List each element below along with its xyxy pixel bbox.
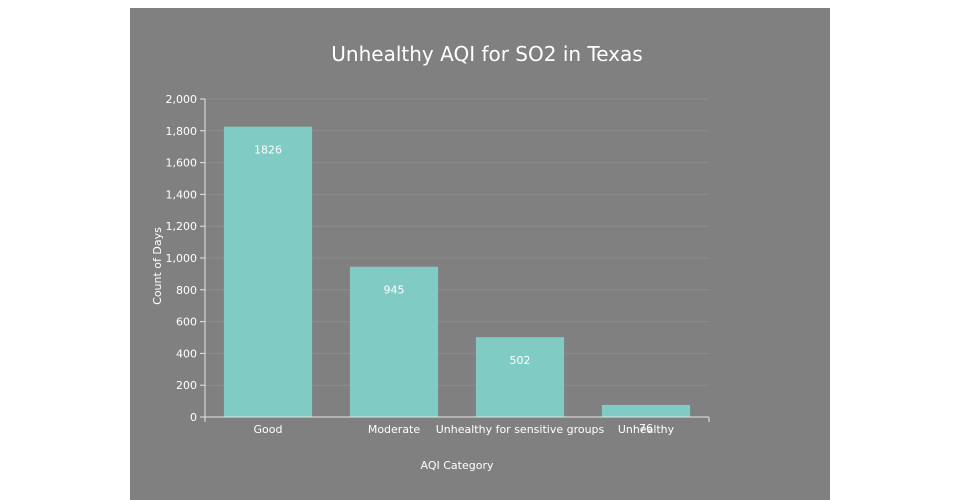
data-label: 1826 xyxy=(254,144,282,157)
chart-title: Unhealthy AQI for SO2 in Texas xyxy=(331,42,642,66)
bars xyxy=(223,126,691,417)
x-tick-label: Moderate xyxy=(368,423,421,436)
y-tick-label: 1,800 xyxy=(166,125,198,138)
x-tick-label: Unhealthy for sensitive groups xyxy=(436,423,605,436)
axes xyxy=(200,98,710,422)
y-tick-label: 400 xyxy=(176,347,197,360)
bar-0 xyxy=(223,126,313,417)
y-tick-label: 1,000 xyxy=(166,252,198,265)
y-tick-label: 0 xyxy=(190,411,197,424)
bar-2 xyxy=(475,337,565,417)
y-tick-label: 800 xyxy=(176,284,197,297)
bar-1 xyxy=(349,266,439,417)
y-tick-label: 1,600 xyxy=(166,157,198,170)
bar-chart: Unhealthy AQI for SO2 in Texas 0 200 400 60… xyxy=(151,42,710,472)
y-axis-title: Count of Days xyxy=(151,227,164,305)
labels: 0 200 400 600 800 1,000 1,200 1,400 1,600 1,800 2,… xyxy=(166,93,675,436)
data-label: 945 xyxy=(384,284,405,297)
y-tick-label: 1,400 xyxy=(166,188,198,201)
data-label: 76 xyxy=(639,422,653,435)
y-tick-label: 1,200 xyxy=(166,220,198,233)
chart-panel: Unhealthy AQI for SO2 in Texas 0 200 400 60… xyxy=(130,8,830,500)
x-axis-title: AQI Category xyxy=(421,459,494,472)
y-tick-label: 600 xyxy=(176,316,197,329)
bar-3 xyxy=(601,404,691,417)
x-tick-label: Unhealthy xyxy=(618,423,675,436)
y-tick-label: 200 xyxy=(176,379,197,392)
x-tick-label: Good xyxy=(254,423,283,436)
data-label: 502 xyxy=(510,354,531,367)
y-tick-label: 2,000 xyxy=(166,93,198,106)
